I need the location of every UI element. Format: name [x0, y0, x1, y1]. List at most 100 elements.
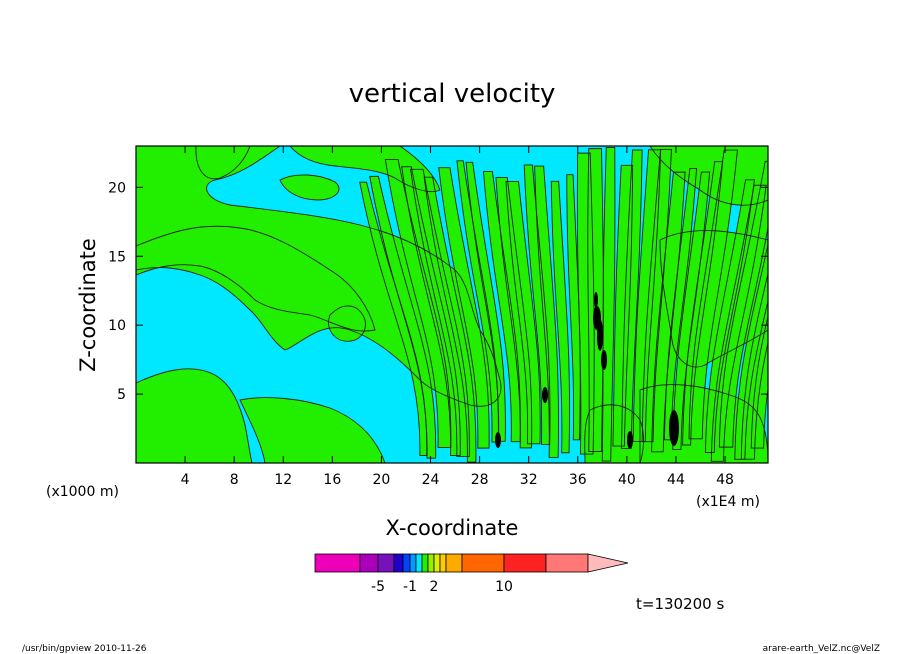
colorbar-swatch-9 — [433, 553, 441, 573]
green-plume-10-outline — [495, 177, 533, 449]
colorbar-swatch-13 — [503, 553, 547, 573]
green-plume-20-outline — [621, 149, 643, 449]
green-lower-middle — [240, 397, 385, 463]
strong-updraft-speck-6 — [495, 432, 501, 448]
colorbar-swatch-12 — [461, 553, 505, 573]
chart-title: vertical velocity — [349, 79, 556, 109]
colorbar-labels: -5 -1 2 10 — [371, 579, 513, 595]
colorbar-swatch-8 — [427, 553, 435, 573]
green-plume-14-outline — [550, 180, 570, 454]
green-plume-22 — [642, 149, 672, 442]
green-plume-4 — [410, 169, 470, 457]
x-tick-label-7: 32 — [520, 472, 538, 488]
green-plume-4-outline — [410, 168, 470, 458]
colorbar-label-1: -1 — [403, 579, 417, 595]
strong-updraft-speck-1 — [597, 319, 603, 351]
colorbar-extend-arrow — [587, 553, 629, 573]
colorbar-swatch-7 — [421, 553, 429, 573]
green-plume-9 — [483, 171, 521, 442]
green-plume-17-outline — [587, 148, 604, 452]
footer-right: arare-earth_VelZ.nc@VelZ — [763, 644, 880, 654]
green-plume-18 — [602, 147, 615, 462]
green-plume-27-outline — [688, 149, 738, 440]
x-tick-label-4: 20 — [373, 472, 391, 488]
green-lower-left — [136, 368, 252, 463]
colorbar-swatch-14 — [545, 553, 589, 573]
green-islet-outline — [328, 305, 366, 342]
colorbar-label-2: 2 — [430, 579, 439, 595]
green-plume-21 — [633, 149, 661, 442]
green-top-left-lobe-outline — [195, 146, 251, 180]
green-plume-7 — [456, 160, 499, 443]
green-lower-middle-outline — [239, 397, 386, 463]
x-tick-label-3: 16 — [323, 472, 341, 488]
strong-updraft-speck-5 — [627, 431, 633, 449]
y-axis-label: Z-coordinate — [76, 238, 100, 372]
x-tick-label-8: 36 — [569, 472, 587, 488]
green-plume-28-outline — [704, 179, 755, 453]
green-plume-18-outline — [601, 146, 616, 462]
green-plume-3-outline — [401, 166, 461, 457]
x-tick-label-1: 8 — [230, 472, 239, 488]
x-tick-label-5: 24 — [422, 472, 440, 488]
colorbar-swatch-6 — [415, 553, 423, 573]
y-tick-label-3: 20 — [108, 180, 126, 196]
green-plume-1-outline — [369, 175, 437, 459]
y-tick-label-0: 5 — [117, 387, 126, 403]
green-plume-5-outline — [423, 176, 477, 463]
green-small-lobe — [280, 174, 339, 200]
x-tick-label-6: 28 — [471, 472, 489, 488]
green-plume-33-outline — [750, 314, 768, 449]
green-band-middle-outline — [136, 225, 376, 332]
green-plume-10 — [495, 177, 532, 448]
plot-area — [136, 146, 768, 463]
strong-updraft-speck-4 — [542, 387, 548, 403]
colorbar — [314, 553, 629, 573]
footer-left: /usr/bin/gpview 2010-11-26 — [22, 644, 147, 654]
green-plume-15 — [566, 174, 581, 440]
colorbar-swatch-5 — [409, 553, 417, 573]
green-plume-13 — [534, 166, 559, 458]
x-tick-label-0: 4 — [181, 472, 190, 488]
strong-updraft-speck-2 — [601, 350, 607, 370]
green-small-lobe-outline — [279, 174, 340, 201]
green-plume-1 — [369, 176, 436, 459]
plot-frame — [135, 145, 769, 464]
y-axis-ticks: 5 10 15 20 — [108, 180, 768, 403]
time-label: t=130200 s — [636, 595, 724, 613]
y-tick-label-1: 10 — [108, 318, 126, 334]
green-plume-15-outline — [566, 174, 581, 441]
colorbar-swatch-1 — [359, 553, 379, 573]
green-plume-32-outline — [740, 271, 768, 460]
x-unit-right: (x1E4 m) — [696, 494, 760, 510]
green-plume-12 — [524, 164, 551, 445]
x-tick-label-11: 48 — [716, 472, 734, 488]
green-lower-left-outline — [136, 368, 253, 463]
colorbar-label-0: -5 — [371, 579, 385, 595]
colorbar-swatch-11 — [445, 553, 463, 573]
green-bottom-centre-outline — [584, 404, 644, 463]
green-plume-19-outline — [612, 164, 634, 447]
green-band-upper-outline — [136, 146, 502, 407]
green-plume-5 — [424, 177, 476, 463]
green-band-middle — [136, 226, 375, 332]
y-tick-label-2: 15 — [108, 249, 126, 265]
green-top-patch-outline — [289, 146, 441, 193]
green-top-left-lobe — [195, 146, 250, 179]
green-plume-14 — [551, 181, 570, 453]
colorbar-swatch-0 — [314, 553, 361, 573]
x-tick-label-9: 40 — [618, 472, 636, 488]
green-right-middle-outline — [659, 230, 768, 368]
colorbar-label-3: 10 — [495, 579, 513, 595]
green-plume-30-outline — [718, 160, 768, 448]
green-plume-26-outline — [682, 161, 724, 446]
colorbar-swatch-2 — [377, 553, 395, 573]
colorbar-swatch-3 — [393, 553, 404, 573]
green-plume-29-outline — [710, 184, 767, 462]
green-plume-11 — [506, 181, 541, 444]
strong-updraft-speck-3 — [669, 410, 679, 446]
green-plume-11-outline — [505, 180, 541, 445]
green-plume-6-outline — [438, 167, 490, 449]
x-tick-label-2: 12 — [274, 472, 292, 488]
